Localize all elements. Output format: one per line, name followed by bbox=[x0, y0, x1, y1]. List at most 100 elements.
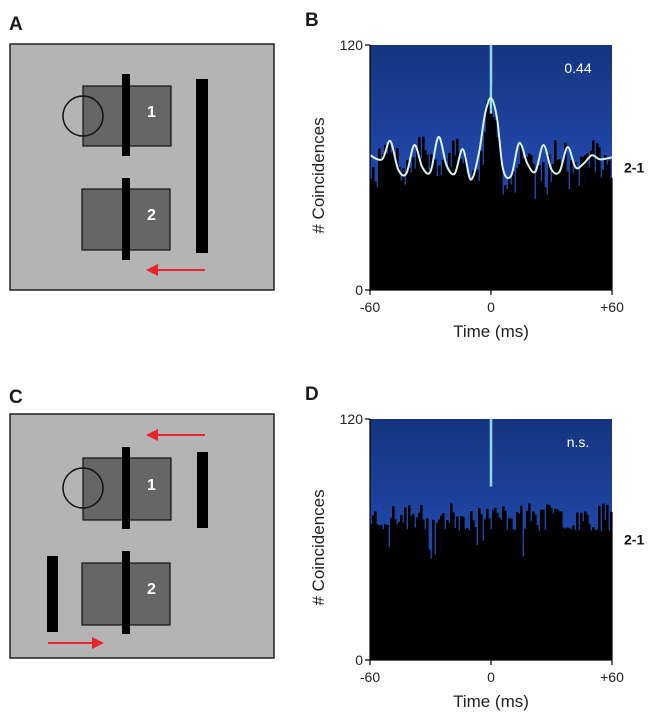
histogram-bar bbox=[540, 509, 543, 660]
histogram-bar bbox=[556, 160, 559, 290]
histogram-bar bbox=[524, 158, 527, 290]
histogram-bar bbox=[610, 511, 613, 660]
stimulus-background bbox=[9, 43, 275, 291]
histogram-bar bbox=[582, 521, 585, 660]
y-tick-label: 120 bbox=[340, 411, 364, 427]
histogram-bar bbox=[586, 153, 589, 290]
histogram-bar bbox=[594, 172, 597, 290]
pair-label: 2-1 bbox=[624, 159, 644, 175]
histogram-bar bbox=[494, 507, 497, 660]
histogram-bar bbox=[580, 156, 583, 290]
histogram-bar bbox=[404, 507, 407, 660]
histogram-bar bbox=[428, 549, 431, 660]
panel-label-d: D bbox=[305, 384, 319, 405]
histogram-bar bbox=[566, 171, 569, 290]
histogram-bar bbox=[586, 514, 589, 660]
histogram-bar bbox=[536, 525, 539, 660]
histogram-bar bbox=[370, 524, 373, 660]
histogram-bar bbox=[422, 136, 425, 290]
histogram-bar bbox=[600, 177, 603, 290]
histogram-bar bbox=[592, 140, 595, 290]
histogram-bar bbox=[560, 511, 563, 660]
histogram-bar bbox=[388, 547, 391, 660]
histogram-bar bbox=[434, 554, 437, 660]
histogram-bar bbox=[400, 180, 403, 290]
histogram-bar bbox=[432, 164, 435, 290]
pair-label: 2-1 bbox=[624, 531, 644, 547]
histogram-bar bbox=[458, 530, 461, 660]
histogram-bar bbox=[562, 527, 565, 660]
histogram-bar bbox=[544, 187, 547, 290]
histogram-bar bbox=[498, 517, 501, 660]
histogram-bar bbox=[414, 168, 417, 290]
histogram-bar bbox=[408, 505, 411, 660]
y-tick-label: 120 bbox=[340, 37, 364, 53]
histogram-bar bbox=[488, 105, 491, 290]
histogram-bar bbox=[554, 508, 557, 660]
histogram-bar bbox=[448, 152, 451, 290]
histogram-bar bbox=[400, 514, 403, 660]
histogram-bar bbox=[466, 527, 469, 660]
histogram-bar bbox=[450, 503, 453, 660]
histogram-bar bbox=[436, 176, 439, 290]
histogram-bar bbox=[450, 166, 453, 290]
short-bar-right bbox=[197, 452, 208, 528]
histogram-bar bbox=[476, 169, 479, 290]
histogram-bar bbox=[576, 512, 579, 660]
histogram-bar bbox=[552, 163, 555, 290]
histogram-bar bbox=[546, 504, 549, 660]
histogram-bar bbox=[416, 151, 419, 290]
histogram-bar bbox=[382, 154, 385, 290]
histogram-bar bbox=[510, 184, 513, 290]
histogram-bar bbox=[402, 522, 405, 660]
histogram-bar bbox=[484, 131, 487, 290]
histogram-bar bbox=[582, 157, 585, 290]
histogram-bar bbox=[510, 518, 513, 660]
histogram-bar bbox=[472, 170, 475, 290]
histogram-bar bbox=[572, 173, 575, 290]
histogram-bar bbox=[538, 165, 541, 290]
long-bar bbox=[196, 79, 208, 253]
histogram-bar bbox=[486, 100, 489, 290]
histogram-bar bbox=[570, 160, 573, 290]
histogram-bar bbox=[462, 163, 465, 290]
histogram-bar bbox=[536, 167, 539, 290]
histogram-bar bbox=[408, 167, 411, 290]
histogram-bar bbox=[546, 194, 549, 290]
histogram-bar bbox=[380, 524, 383, 660]
histogram-bar bbox=[414, 527, 417, 660]
histogram-bar bbox=[518, 513, 521, 660]
histogram-bars bbox=[370, 85, 613, 291]
histogram-bar bbox=[480, 150, 483, 290]
histogram-bar bbox=[520, 505, 523, 660]
histogram-bar bbox=[384, 524, 387, 660]
histogram-bar bbox=[452, 140, 455, 290]
histogram-bar bbox=[486, 508, 489, 660]
histogram-bar bbox=[430, 558, 433, 660]
histogram-bar bbox=[522, 556, 525, 660]
histogram-bar bbox=[426, 154, 429, 290]
y-axis-title: # Coincidences bbox=[309, 117, 328, 233]
x-axis-title: Time (ms) bbox=[453, 322, 529, 341]
histogram-bar bbox=[538, 531, 541, 660]
histogram-bar bbox=[608, 160, 611, 290]
histogram-bar bbox=[532, 511, 535, 660]
histogram-bar bbox=[446, 520, 449, 660]
histogram-bar bbox=[512, 171, 515, 290]
histogram-bar bbox=[592, 527, 595, 660]
y-axis-title: # Coincidences bbox=[309, 489, 328, 605]
histogram-bar bbox=[606, 504, 609, 660]
fixation-circle bbox=[62, 95, 104, 137]
histogram-bar bbox=[418, 512, 421, 660]
histogram-bar bbox=[474, 169, 477, 290]
histogram-bar bbox=[534, 514, 537, 660]
histogram-bar bbox=[468, 530, 471, 660]
histogram-bar bbox=[526, 156, 529, 290]
histogram-bar bbox=[370, 178, 373, 290]
histogram-bar bbox=[474, 526, 477, 660]
histogram-bar bbox=[530, 521, 533, 660]
histogram-bar bbox=[412, 514, 415, 660]
y-tick-label: 0 bbox=[355, 652, 363, 668]
histogram-bar bbox=[392, 506, 395, 660]
